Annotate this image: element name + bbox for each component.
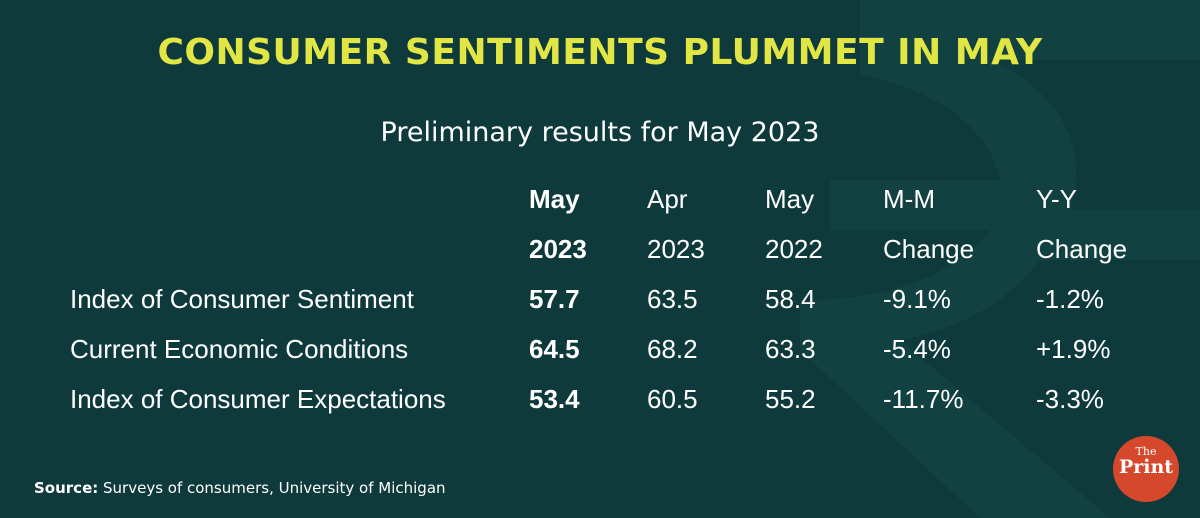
table-cell: +1.9% bbox=[1036, 334, 1111, 364]
row-label: Current Economic Conditions bbox=[70, 334, 409, 364]
source-note: Source: Surveys of consumers, University… bbox=[34, 479, 446, 497]
column-header-line2: 2022 bbox=[765, 234, 823, 264]
table-cell: 57.7 bbox=[529, 284, 580, 314]
table-cell: -1.2% bbox=[1036, 284, 1104, 314]
column-header-line2: 2023 bbox=[647, 234, 705, 264]
table-cell: 63.3 bbox=[765, 334, 816, 364]
column-header-line2: Change bbox=[883, 234, 975, 264]
table-cell: 68.2 bbox=[647, 334, 698, 364]
table-cell: 60.5 bbox=[647, 384, 698, 414]
table-cell: -3.3% bbox=[1036, 384, 1104, 414]
logo-small-text: The bbox=[1135, 445, 1157, 458]
chart-subtitle: Preliminary results for May 2023 bbox=[380, 117, 820, 148]
row-label: Index of Consumer Expectations bbox=[70, 384, 446, 414]
source-text: Surveys of consumers, University of Mich… bbox=[98, 479, 446, 497]
column-header-line1: Y-Y bbox=[1036, 184, 1077, 214]
row-label: Index of Consumer Sentiment bbox=[70, 284, 414, 314]
theprint-logo: The Print bbox=[1113, 436, 1179, 502]
table-cell: 58.4 bbox=[765, 284, 816, 314]
table-cell: 63.5 bbox=[647, 284, 698, 314]
table-cell: 55.2 bbox=[765, 384, 816, 414]
column-header-line1: M-M bbox=[883, 184, 935, 214]
column-header-line1: May bbox=[765, 184, 815, 214]
table-cell: 53.4 bbox=[529, 384, 580, 414]
table-cell: -11.7% bbox=[883, 384, 964, 414]
table-cell: -9.1% bbox=[883, 284, 951, 314]
table-cell: 64.5 bbox=[529, 334, 580, 364]
chart-title: CONSUMER SENTIMENTS PLUMMET IN MAY bbox=[157, 32, 1043, 73]
column-header-line2: 2023 bbox=[529, 234, 587, 264]
column-header-line2: Change bbox=[1036, 234, 1128, 264]
column-header-line1: Apr bbox=[647, 184, 688, 214]
logo-main-text: Print bbox=[1118, 456, 1174, 478]
column-header-line1: May bbox=[529, 184, 580, 214]
source-label: Source: bbox=[34, 479, 99, 497]
table-cell: -5.4% bbox=[883, 334, 951, 364]
